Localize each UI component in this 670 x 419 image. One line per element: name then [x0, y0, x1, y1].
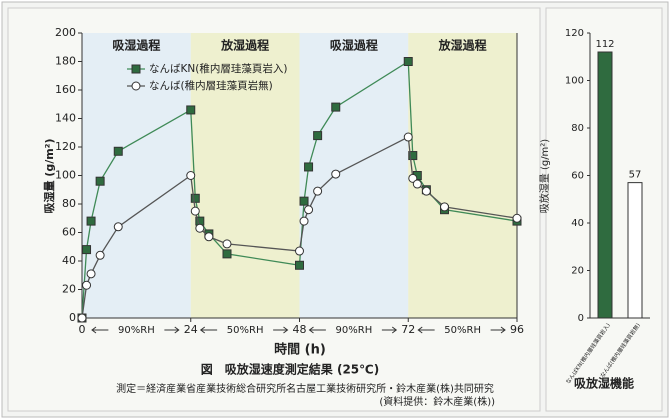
- value-label: 57: [629, 170, 642, 181]
- x-tick-label: 48: [293, 323, 307, 336]
- marker: [204, 232, 214, 242]
- x-axis-label: 時間 (h): [274, 342, 326, 358]
- y-tick-label: 40: [62, 254, 76, 267]
- y-tick-label: 140: [55, 112, 76, 125]
- region-band: [82, 33, 191, 318]
- y-tick-label: 80: [571, 123, 584, 134]
- y-tick-label: 60: [62, 226, 76, 239]
- region-band: [408, 33, 517, 318]
- y-tick-label: 0: [578, 313, 584, 324]
- humidity-label: 90%RH: [118, 325, 155, 336]
- humidity-label: 50%RH: [444, 325, 481, 336]
- region-label: 放湿過程: [438, 38, 487, 53]
- y-axis-label: 吸湿量 (g/m²): [42, 138, 56, 213]
- marker: [295, 246, 304, 256]
- legend-marker: [131, 81, 141, 91]
- bar: [597, 51, 613, 319]
- bar: [627, 182, 643, 319]
- marker: [222, 249, 232, 259]
- marker: [222, 239, 232, 249]
- marker: [186, 171, 196, 180]
- y-tick-label: 200: [55, 26, 76, 39]
- marker: [403, 57, 413, 66]
- x-tick-label: 96: [510, 323, 524, 336]
- region-label: 放湿過程: [220, 38, 269, 53]
- marker: [295, 260, 304, 270]
- marker: [95, 176, 105, 186]
- y-tick-label: 100: [565, 76, 584, 87]
- marker: [313, 186, 323, 196]
- note: (資料提供：鈴木産業(株)): [379, 395, 495, 408]
- humidity-arrow: [417, 326, 506, 334]
- x-tick-label: 24: [184, 323, 198, 336]
- marker: [186, 105, 196, 115]
- marker: [195, 223, 205, 233]
- region-label: 吸湿過程: [112, 38, 160, 53]
- marker: [113, 222, 123, 232]
- y-tick-label: 40: [571, 218, 584, 229]
- marker: [440, 202, 449, 212]
- marker: [304, 205, 314, 215]
- marker: [113, 146, 123, 156]
- y-tick-label: 160: [55, 83, 76, 96]
- marker: [412, 179, 422, 189]
- y-tick-label: 80: [62, 197, 76, 210]
- x-tick-label: 72: [401, 323, 415, 336]
- note: 測定＝経済産業省産業技術総合研究所名古屋工業技術研究所・鈴木産業(株)共同研究: [116, 382, 494, 395]
- region-band: [299, 33, 409, 318]
- marker: [408, 151, 418, 161]
- y-tick-label: 20: [62, 283, 76, 296]
- x-tick-label: 0: [79, 323, 86, 336]
- marker: [299, 196, 309, 206]
- marker: [512, 213, 522, 223]
- axes: [81, 33, 518, 319]
- marker: [304, 162, 314, 172]
- marker: [86, 216, 96, 226]
- legend-label: なんば(稚内層珪藻頁岩無): [149, 79, 273, 92]
- marker: [95, 250, 105, 260]
- y-tick-label: 180: [55, 55, 76, 68]
- y-axis-label: 吸放湿量 (g/m²): [538, 139, 551, 214]
- value-label: 112: [595, 39, 614, 50]
- marker: [86, 269, 96, 279]
- humidity-arrow: [199, 326, 289, 334]
- marker: [421, 186, 431, 196]
- y-tick-label: 120: [55, 140, 76, 153]
- humidity-label: 90%RH: [336, 325, 373, 336]
- humidity-arrow: [308, 326, 398, 334]
- humidity-arrow: [91, 326, 180, 334]
- marker: [313, 131, 323, 141]
- region-label: 吸湿過程: [330, 38, 378, 53]
- marker: [190, 193, 200, 203]
- marker: [299, 216, 309, 226]
- region-band: [190, 33, 300, 318]
- y-tick-label: 0: [69, 311, 76, 324]
- y-tick-label: 60: [571, 171, 584, 182]
- legend-marker: [131, 64, 141, 74]
- marker: [190, 206, 200, 216]
- bar-title: 吸放湿機能: [574, 376, 634, 391]
- marker: [403, 132, 413, 142]
- y-tick-label: 20: [571, 266, 584, 277]
- y-tick-label: 120: [565, 28, 584, 39]
- caption: 図 吸放湿速度測定結果 (25℃): [201, 362, 379, 377]
- marker: [82, 280, 92, 290]
- marker: [331, 169, 341, 179]
- marker: [77, 313, 87, 323]
- marker: [331, 102, 341, 112]
- marker: [82, 245, 92, 255]
- y-tick-label: 100: [55, 169, 76, 182]
- legend-label: なんばKN(稚内層珪藻頁岩入): [149, 62, 287, 75]
- humidity-label: 50%RH: [227, 325, 264, 336]
